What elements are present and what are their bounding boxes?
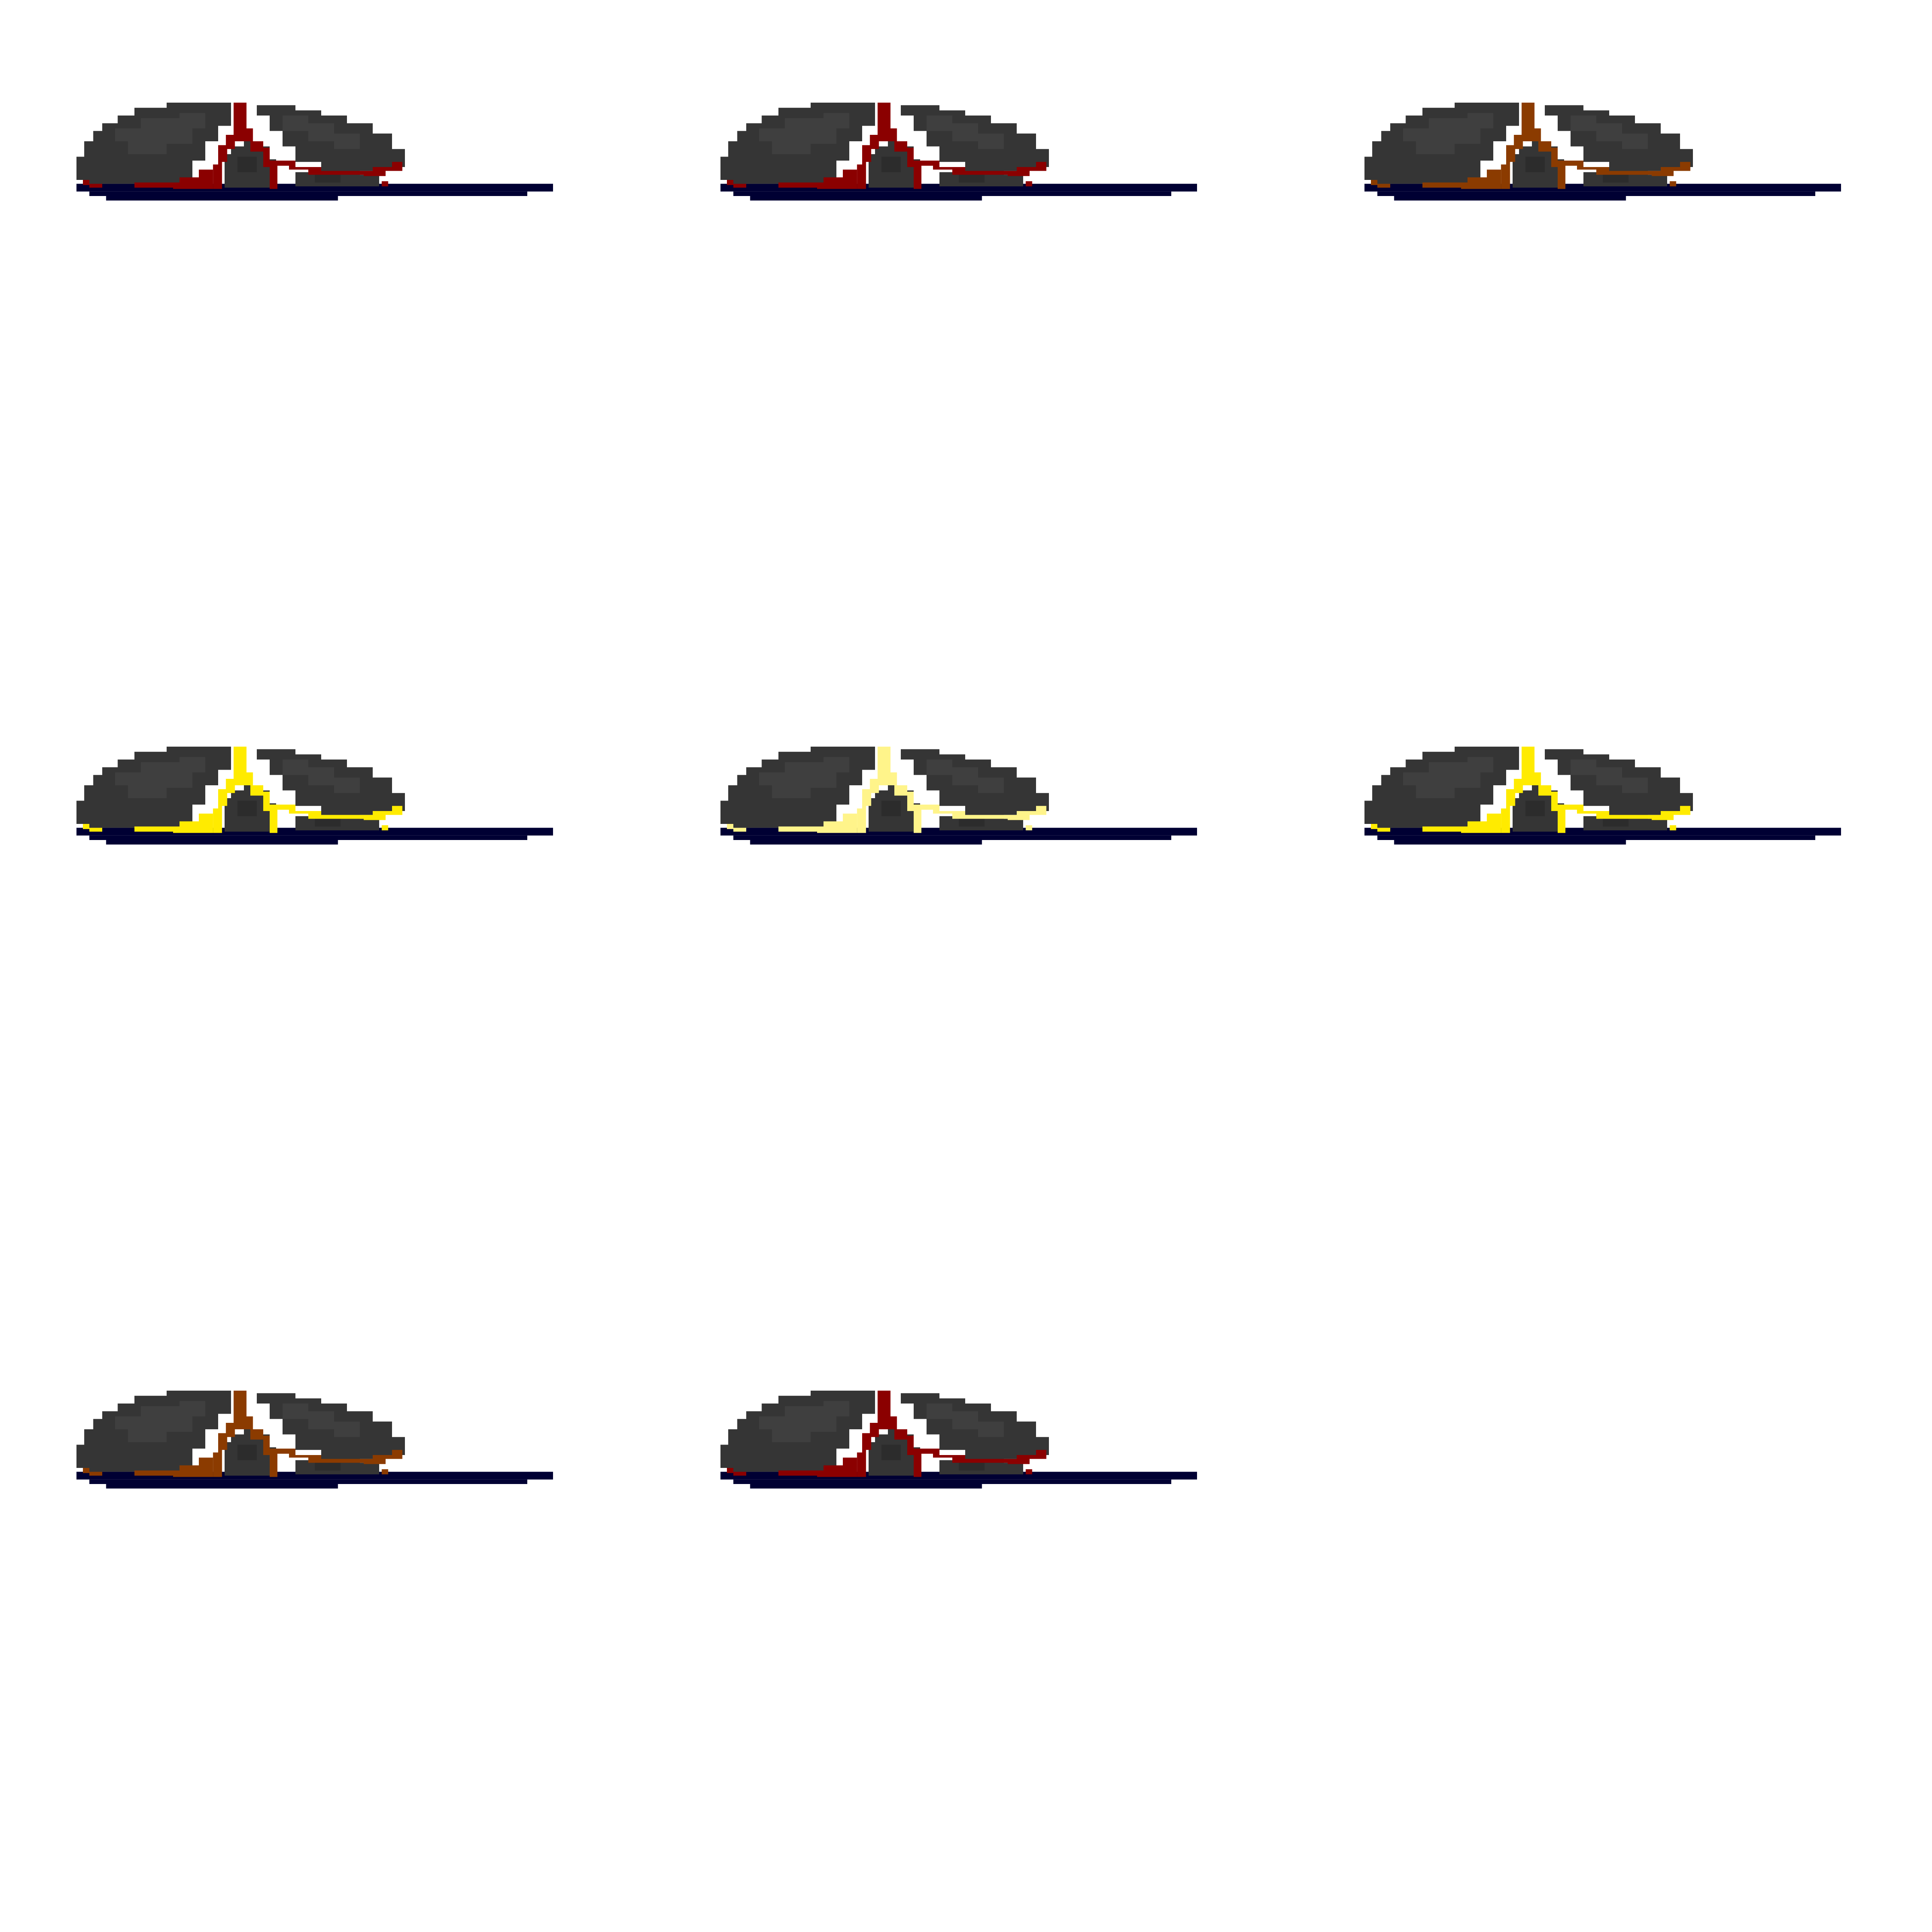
rock-middle-shade <box>1525 801 1545 816</box>
lava-crack <box>276 1449 402 1464</box>
rock-left-highlight <box>759 757 849 798</box>
lava-crack <box>382 181 388 186</box>
rock-shadow-base <box>89 835 527 840</box>
lava-crack <box>920 805 1046 820</box>
lava-rock-frame-6 <box>1364 747 1841 845</box>
lava-crack <box>1501 747 1566 833</box>
lava-crack <box>778 1457 857 1477</box>
lava-crack <box>1564 805 1690 820</box>
lava-crack <box>1026 825 1032 830</box>
lava-crack <box>727 1468 746 1476</box>
lava-crack <box>1422 169 1501 189</box>
rock-left-highlight <box>115 1401 205 1442</box>
rock-shadow-base <box>733 1479 1171 1484</box>
rock-middle-shade <box>881 157 901 172</box>
rock-right-highlight <box>927 760 1004 793</box>
rock-middle-shade <box>1525 157 1545 172</box>
rock-right-lower-shade <box>959 1463 985 1471</box>
rock-left-highlight <box>115 757 205 798</box>
rock-shadow-base <box>1394 840 1626 845</box>
rock-shadow-base <box>89 191 527 196</box>
lava-crack <box>134 813 213 833</box>
rock-right-lower-shade <box>315 175 341 183</box>
rock-shadow-base <box>1377 835 1815 840</box>
lava-crack <box>213 1391 278 1477</box>
lava-rock-frame-2 <box>720 103 1197 201</box>
lava-crack <box>83 1468 102 1476</box>
lava-crack <box>920 161 1046 176</box>
lava-crack <box>857 103 922 189</box>
rock-left-highlight <box>1403 113 1493 154</box>
rock-left-highlight <box>115 113 205 154</box>
lava-rock-frame-4 <box>76 747 553 845</box>
rock-right-lower-shade <box>1603 175 1629 183</box>
lava-crack <box>727 824 746 832</box>
rock-shadow-base <box>106 840 338 845</box>
lava-crack <box>920 1449 1046 1464</box>
rock-right-highlight <box>283 116 360 149</box>
lava-crack <box>1564 161 1690 176</box>
lava-crack <box>1371 824 1390 832</box>
lava-crack <box>276 161 402 176</box>
rock-right-lower-shade <box>959 175 985 183</box>
lava-crack <box>213 747 278 833</box>
lava-crack <box>727 180 746 188</box>
rock-right-highlight <box>1571 760 1648 793</box>
rock-shadow-base <box>1377 191 1815 196</box>
lava-rock-frame-8 <box>720 1391 1197 1489</box>
lava-rock-frame-1 <box>76 103 553 201</box>
rock-right-lower-shade <box>315 819 341 827</box>
lava-rock-frame-7 <box>76 1391 553 1489</box>
lava-crack <box>857 1391 922 1477</box>
rock-shadow-base <box>750 1484 982 1489</box>
rock-right-highlight <box>927 1404 1004 1437</box>
lava-rock-frame-3 <box>1364 103 1841 201</box>
lava-crack <box>857 747 922 833</box>
rock-middle-shade <box>881 1445 901 1460</box>
lava-crack <box>1026 1469 1032 1474</box>
rock-right-highlight <box>1571 116 1648 149</box>
rock-right-highlight <box>927 116 1004 149</box>
rock-shadow-base <box>733 191 1171 196</box>
lava-crack <box>1501 103 1566 189</box>
lava-crack <box>1371 180 1390 188</box>
lava-rock-frame-5 <box>720 747 1197 845</box>
rock-right-highlight <box>283 760 360 793</box>
lava-crack <box>382 825 388 830</box>
rock-middle-shade <box>237 157 257 172</box>
rock-right-lower-shade <box>1603 819 1629 827</box>
rock-middle-shade <box>237 1445 257 1460</box>
lava-crack <box>83 824 102 832</box>
lava-crack <box>276 805 402 820</box>
rock-middle-shade <box>237 801 257 816</box>
lava-crack <box>1422 813 1501 833</box>
rock-right-lower-shade <box>959 819 985 827</box>
lava-crack <box>778 169 857 189</box>
rock-shadow-base <box>106 1484 338 1489</box>
lava-crack <box>778 813 857 833</box>
lava-crack <box>1670 181 1676 186</box>
rock-left-highlight <box>759 1401 849 1442</box>
rock-shadow-base <box>750 196 982 201</box>
rock-shadow-base <box>89 1479 527 1484</box>
rock-left-highlight <box>759 113 849 154</box>
rock-shadow-base <box>750 840 982 845</box>
rock-left-highlight <box>1403 757 1493 798</box>
lava-crack <box>1670 825 1676 830</box>
rock-shadow-base <box>106 196 338 201</box>
rock-right-highlight <box>283 1404 360 1437</box>
lava-crack <box>83 180 102 188</box>
rock-right-lower-shade <box>315 1463 341 1471</box>
rock-shadow-base <box>1394 196 1626 201</box>
lava-crack <box>1026 181 1032 186</box>
lava-crack <box>213 103 278 189</box>
lava-crack <box>134 1457 213 1477</box>
lava-crack <box>382 1469 388 1474</box>
rock-middle-shade <box>881 801 901 816</box>
rock-shadow-base <box>733 835 1171 840</box>
lava-crack <box>134 169 213 189</box>
